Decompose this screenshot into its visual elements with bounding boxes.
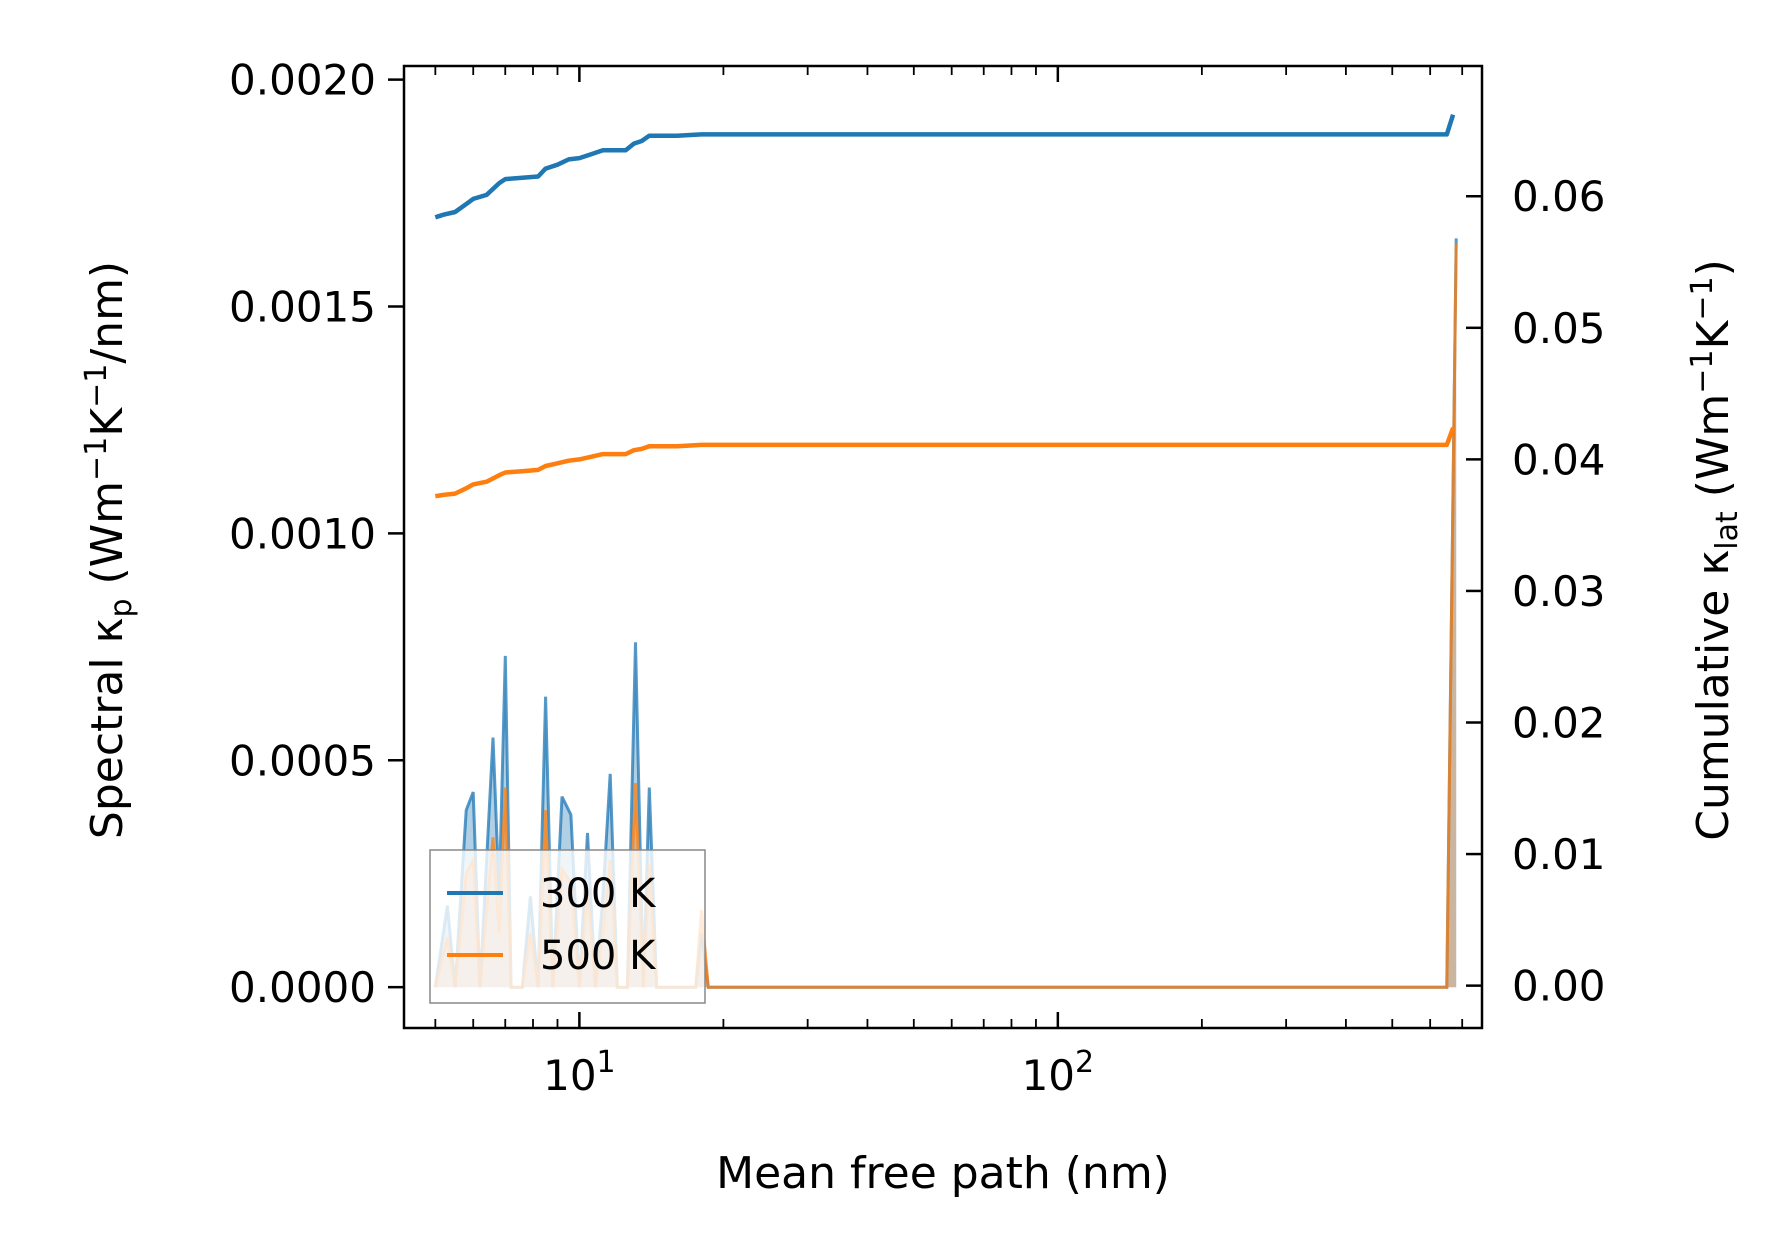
y-right-k: K bbox=[1688, 319, 1739, 349]
cumulative-line-500k bbox=[434, 427, 1456, 499]
y-right-tick-label: 0.05 bbox=[1512, 304, 1606, 353]
y-axis-left-label: Spectral κp (Wm−1K−1/nm) bbox=[79, 261, 139, 839]
y-left-tick-label: 0.0010 bbox=[229, 509, 376, 558]
y-axis-right-label: Cumulative κlat (Wm−1K−1) bbox=[1685, 259, 1745, 841]
y-right-superscript-1: −1 bbox=[1685, 349, 1720, 393]
y-left-subscript: p bbox=[104, 598, 139, 617]
y-right-tick-label: 0.06 bbox=[1512, 172, 1606, 221]
y-right-prefix: Cumulative κ bbox=[1688, 550, 1739, 841]
legend-box bbox=[429, 849, 706, 1004]
axes: 101 102 0.0000 0.0005 0.0010 0.0015 0.0020 0.00… bbox=[229, 56, 1605, 1100]
legend-label-500k: 500 K bbox=[540, 933, 657, 979]
x-tick-label: 102 bbox=[1022, 1045, 1095, 1100]
y-left-tick-label: 0.0015 bbox=[229, 283, 376, 332]
y-left-superscript-2: −1 bbox=[79, 364, 114, 408]
plot-frame bbox=[402, 64, 1484, 1030]
y-left-superscript-1: −1 bbox=[79, 437, 114, 481]
y-left-unit-close: /nm) bbox=[82, 261, 133, 364]
x-tick-label: 101 bbox=[543, 1045, 616, 1100]
y-right-tick-label: 0.02 bbox=[1512, 699, 1606, 748]
y-right-tick-label: 0.04 bbox=[1512, 435, 1606, 484]
y-left-unit-open: (Wm bbox=[82, 481, 133, 599]
y-left-tick-label: 0.0020 bbox=[229, 56, 376, 105]
y-left-tick-label: 0.0000 bbox=[229, 963, 376, 1012]
cumulative-line-300k bbox=[434, 114, 1456, 220]
y-right-superscript-2: −1 bbox=[1685, 276, 1720, 320]
y-left-prefix: Spectral κ bbox=[82, 618, 133, 840]
y-right-unit-close: ) bbox=[1688, 259, 1739, 276]
y-right-tick-label: 0.03 bbox=[1512, 567, 1606, 616]
y-right-tick-label: 0.00 bbox=[1512, 962, 1606, 1011]
x-axis-label: Mean free path (nm) bbox=[716, 1148, 1170, 1199]
y-left-k: K bbox=[82, 407, 133, 437]
y-right-subscript: lat bbox=[1710, 511, 1745, 550]
y-right-unit-open: (Wm bbox=[1688, 394, 1739, 512]
y-left-tick-label: 0.0005 bbox=[229, 736, 376, 785]
legend-label-300k: 300 K bbox=[540, 871, 657, 917]
legend: 300 K 500 K bbox=[429, 849, 706, 1004]
y-right-tick-label: 0.01 bbox=[1512, 830, 1606, 879]
